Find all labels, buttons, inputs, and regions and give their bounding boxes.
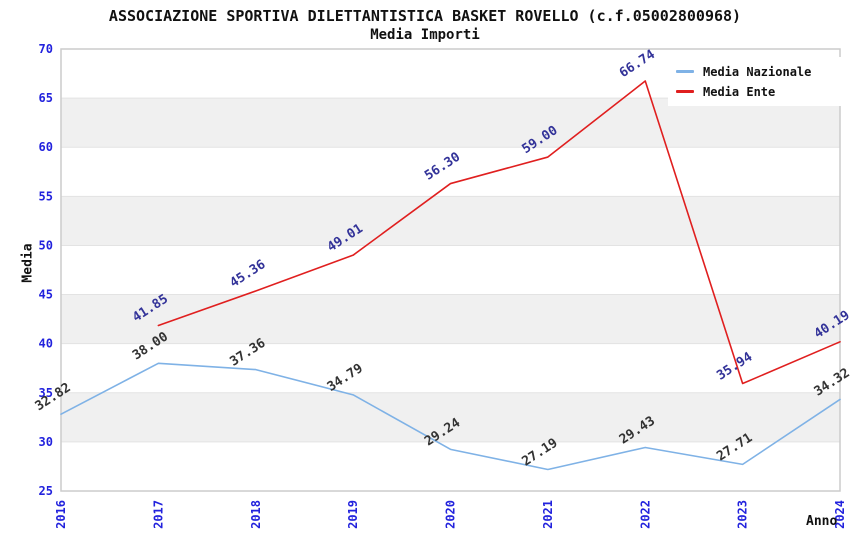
legend-item-media-nazionale: Media Nazionale [676,63,842,80]
point-label: 66.74 [617,47,658,81]
y-tick-label: 40 [39,337,53,351]
point-label: 45.36 [227,257,268,291]
legend-swatch-media-ente [676,90,694,93]
series-line-media-nazionale [60,362,841,471]
legend-item-media-ente: Media Ente [676,83,842,100]
chart-subtitle: Media Importi [370,27,480,43]
point-label: 35.94 [714,350,755,384]
legend-label-media-ente: Media Ente [703,84,776,99]
legend: Media Nazionale Media Ente [668,57,850,106]
x-tick-label: 2020 [444,500,458,529]
x-tick-label: 2024 [833,500,847,529]
chart-title: ASSOCIAZIONE SPORTIVA DILETTANTISTICA BA… [108,7,742,25]
y-tick-label: 55 [39,189,53,203]
y-tick-label: 45 [39,288,53,302]
y-tick-label: 25 [39,484,53,498]
x-tick-label: 2021 [541,500,555,529]
x-tick-label: 2016 [54,500,68,529]
y-tick-label: 60 [39,140,53,154]
x-tick-label: 2023 [736,500,750,529]
legend-swatch-media-nazionale [676,70,694,73]
grid-band [61,294,840,344]
grid-band [61,196,840,246]
x-tick-label: 2017 [151,500,165,529]
x-tick-label: 2018 [249,500,263,529]
x-tick-label: 2022 [638,500,652,529]
y-tick-label: 30 [39,435,53,449]
grid-band [61,392,840,442]
point-label: 56.30 [422,150,463,184]
x-axis-label: Anno [806,514,838,529]
legend-label-media-nazionale: Media Nazionale [703,64,812,79]
plot-border [60,48,841,492]
y-tick-label: 70 [39,42,53,56]
y-tick-label: 50 [39,238,53,252]
grid-band [61,98,840,148]
y-tick-label: 65 [39,91,53,105]
series-line-media-ente [157,80,841,385]
y-tick-label: 35 [39,386,53,400]
x-tick-label: 2019 [346,500,360,529]
point-label: 34.79 [325,361,366,395]
